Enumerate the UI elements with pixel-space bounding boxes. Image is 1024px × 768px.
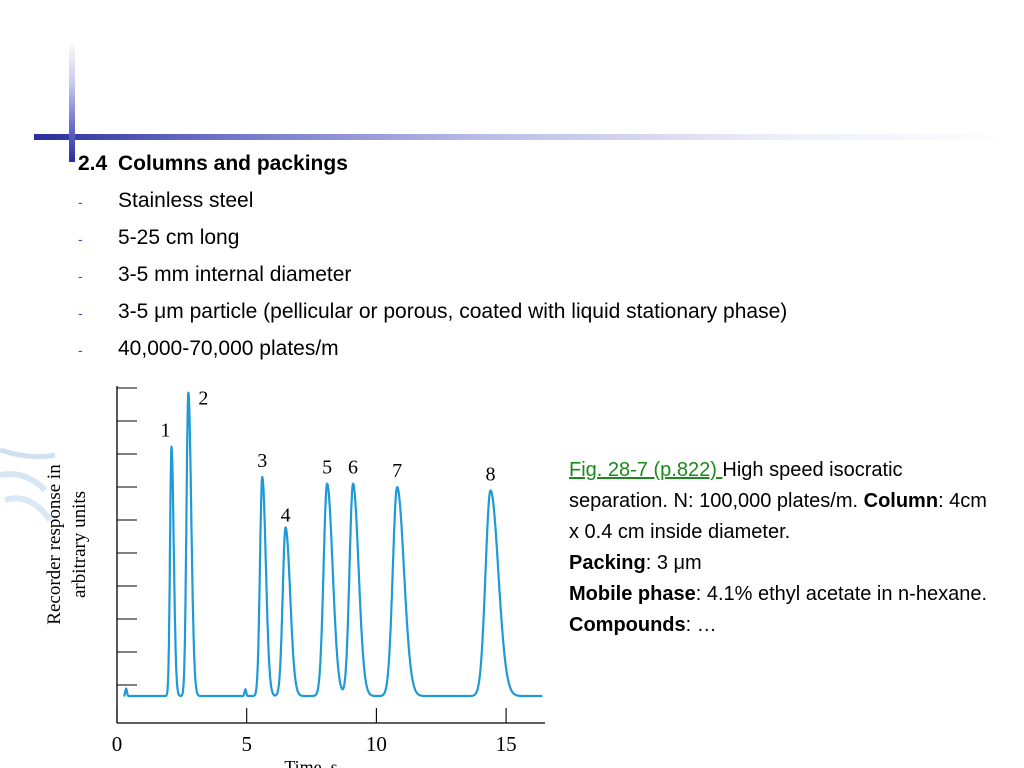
x-axis-title: Time, s xyxy=(284,757,337,768)
title-accent-bar xyxy=(34,134,1024,140)
x-tick-label: 0 xyxy=(112,732,123,756)
bullet-item: - 3-5 mm internal diameter xyxy=(78,263,978,300)
y-axis-title: Recorder response in xyxy=(44,464,65,625)
background-watermark-graphic xyxy=(0,447,56,522)
x-tick-label: 15 xyxy=(496,732,517,756)
section-number: 2.4 xyxy=(78,152,108,175)
vertical-accent-bar xyxy=(69,40,75,162)
figure-reference-link[interactable]: Fig. 28-7 (p.822) xyxy=(569,459,723,481)
section-title: Columns and packings xyxy=(118,152,348,175)
compounds-value: : … xyxy=(685,614,717,636)
bullet-text: 40,000-70,000 plates/m xyxy=(118,337,339,360)
peak-label: 5 xyxy=(322,457,332,479)
bullet-item: - 3-5 μm particle (pellicular or porous, … xyxy=(78,300,978,337)
peak-label: 1 xyxy=(160,420,170,442)
peak-label: 4 xyxy=(281,505,291,527)
bullet-dash: - xyxy=(78,305,83,321)
bullet-dash: - xyxy=(78,342,83,358)
column-label: Column xyxy=(863,490,939,512)
slide-content: 2.4 Columns and packings - Stainless stee… xyxy=(78,152,978,374)
mobile-phase-value: : 4.1% ethyl acetate in n-hexane. xyxy=(695,583,988,605)
y-axis-title: arbitrary units xyxy=(69,491,90,598)
x-tick-label: 5 xyxy=(241,732,252,756)
mobile-phase-label: Mobile phase xyxy=(569,583,696,605)
bullet-list: - Stainless steel - 5-25 cm long - 3-5 mm int… xyxy=(78,189,978,374)
packing-value: : 3 μm xyxy=(645,552,702,574)
peak-label: 7 xyxy=(392,460,402,482)
section-heading: 2.4 Columns and packings xyxy=(78,152,978,186)
peak-label: 8 xyxy=(486,463,496,485)
bullet-dash: - xyxy=(78,194,83,210)
bullet-item: - Stainless steel xyxy=(78,189,978,226)
bullet-text: 5-25 cm long xyxy=(118,226,240,249)
peak-label: 6 xyxy=(348,457,358,479)
figure-caption: Fig. 28-7 (p.822) High speed isocratic s… xyxy=(569,455,994,641)
x-tick-label: 10 xyxy=(366,732,387,756)
compounds-label: Compounds xyxy=(569,614,686,636)
bullet-item: - 5-25 cm long xyxy=(78,226,978,263)
bullet-text: Stainless steel xyxy=(118,189,254,212)
chromatogram-trace xyxy=(122,391,544,698)
bullet-dash: - xyxy=(78,268,83,284)
bullet-text: 3-5 mm internal diameter xyxy=(118,263,352,286)
bullet-dash: - xyxy=(78,231,83,247)
peak-label: 3 xyxy=(257,450,267,472)
peak-label: 2 xyxy=(198,388,208,410)
column-value: : 4cm x 0.4 cm inside diameter. xyxy=(569,490,987,543)
bullet-text: 3-5 μm particle (pellicular or porous, c… xyxy=(118,300,788,323)
caption-description: High speed isocratic separation. N: 100,… xyxy=(569,459,903,512)
packing-label: Packing xyxy=(569,552,646,574)
bullet-item: - 40,000-70,000 plates/m xyxy=(78,337,978,374)
